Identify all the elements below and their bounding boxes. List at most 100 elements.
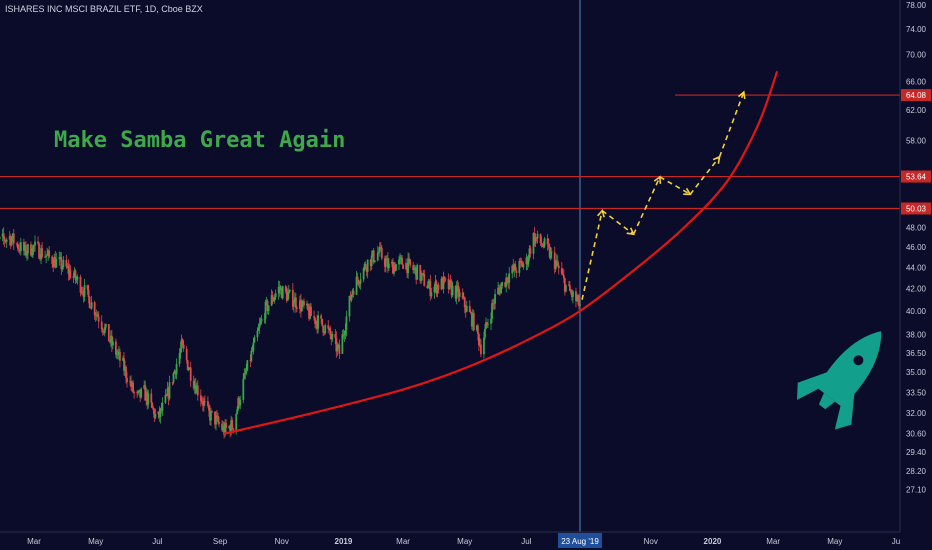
level-tag-label-2: 50.03	[906, 204, 927, 213]
candle-body	[500, 285, 503, 294]
candle-body	[320, 315, 323, 319]
candle-body	[252, 342, 255, 351]
rocket-icon	[796, 331, 882, 430]
candle-body	[463, 297, 466, 308]
candle-body	[393, 265, 395, 274]
candle-body	[435, 281, 438, 294]
candle-body	[130, 381, 132, 387]
candle-body	[250, 350, 253, 361]
candle-body	[395, 264, 397, 271]
candle-body	[321, 318, 324, 326]
candle-body	[230, 420, 233, 433]
candle-body	[562, 274, 565, 279]
candle-body	[246, 360, 249, 371]
candle-body	[400, 257, 402, 259]
candle-body	[146, 391, 149, 405]
y-tick-label: 78.00	[906, 1, 927, 10]
candle-body	[328, 328, 331, 330]
x-tick-label: May	[88, 537, 103, 546]
price-axis-panel[interactable]	[900, 0, 932, 532]
candle-body	[355, 276, 358, 295]
candle-body	[37, 241, 39, 244]
price-axis[interactable]: 27.10 28.20 29.40 30.60 32.00 33.50 35.00 36.50…	[906, 1, 927, 494]
candle-body	[193, 384, 196, 389]
level-tag-0	[901, 89, 931, 102]
candle-body	[222, 426, 224, 431]
candle-body	[485, 322, 487, 329]
candle-body	[554, 262, 557, 270]
headline-annotation[interactable]: Make Samba Great Again	[54, 128, 346, 153]
y-tick-label: 48.00	[906, 223, 927, 232]
candle-body	[274, 293, 277, 298]
candle-body	[52, 263, 55, 268]
candle-body	[171, 382, 174, 384]
candle-body	[363, 264, 366, 269]
candle-body	[472, 312, 475, 331]
candle-body	[277, 286, 280, 294]
candle-body	[24, 244, 26, 251]
y-tick-label: 30.60	[906, 430, 927, 439]
candle-body	[464, 307, 467, 312]
candle-body	[8, 236, 11, 240]
candle-body	[342, 334, 345, 336]
candle-body	[409, 259, 412, 266]
projection-segment-2	[632, 176, 661, 235]
candle-body	[379, 246, 382, 249]
candle-body	[294, 297, 297, 308]
candle-body	[293, 297, 296, 304]
candle-body	[430, 292, 433, 297]
candle-body	[203, 400, 206, 402]
candle-body	[286, 293, 289, 301]
candle-body	[231, 420, 234, 428]
candle-body	[264, 301, 267, 319]
candle-body	[384, 260, 387, 267]
candle-body	[115, 341, 117, 355]
candle-body	[484, 328, 486, 338]
candle-body	[284, 286, 287, 292]
candle-body	[324, 325, 327, 333]
y-tick-label: 32.00	[906, 409, 927, 418]
projection-segment-5	[718, 91, 745, 158]
candle-body	[164, 394, 167, 403]
candle-body	[519, 260, 522, 262]
candle-body	[208, 405, 210, 411]
candle-body	[55, 258, 58, 268]
candle-body	[542, 246, 545, 248]
candle-body	[501, 282, 504, 286]
candle-body	[108, 341, 111, 343]
candle-body	[570, 290, 572, 293]
candle-body	[405, 263, 407, 269]
candle-body	[451, 285, 454, 296]
candle-body	[31, 254, 33, 256]
candle-body	[309, 306, 311, 319]
x-tick-label: 2019	[335, 537, 353, 546]
candle-body	[492, 303, 494, 305]
time-axis-panel[interactable]	[0, 532, 932, 550]
candle-body	[310, 306, 312, 317]
candle-body	[386, 258, 389, 269]
y-tick-label: 74.00	[906, 25, 927, 34]
candle-body	[270, 295, 273, 306]
candle-body	[398, 259, 400, 265]
candle-body	[527, 258, 530, 265]
candle-body	[450, 282, 453, 296]
symbol-title[interactable]: ISHARES INC MSCI BRAZIL ETF, 1D, Cboe BZ…	[5, 4, 203, 14]
candle-body	[44, 256, 47, 258]
candle-body	[292, 303, 295, 307]
candle-body	[369, 259, 372, 267]
candle-body	[26, 253, 28, 256]
x-tick-label: Mar	[766, 537, 780, 546]
candle-body	[136, 392, 139, 394]
candle-body	[491, 303, 493, 319]
candle-body	[265, 300, 268, 302]
candle-body	[385, 258, 388, 261]
candle-body	[392, 261, 394, 274]
candle-body	[100, 321, 103, 330]
candle-body	[179, 348, 182, 354]
candle-body	[454, 285, 457, 299]
candle-body	[536, 233, 539, 239]
candle-body	[505, 277, 508, 287]
time-axis[interactable]: Mar May Jul Sep Nov 2019 Mar May Jul 23 Aug '19 No…	[27, 533, 900, 548]
candle-body	[154, 413, 157, 418]
